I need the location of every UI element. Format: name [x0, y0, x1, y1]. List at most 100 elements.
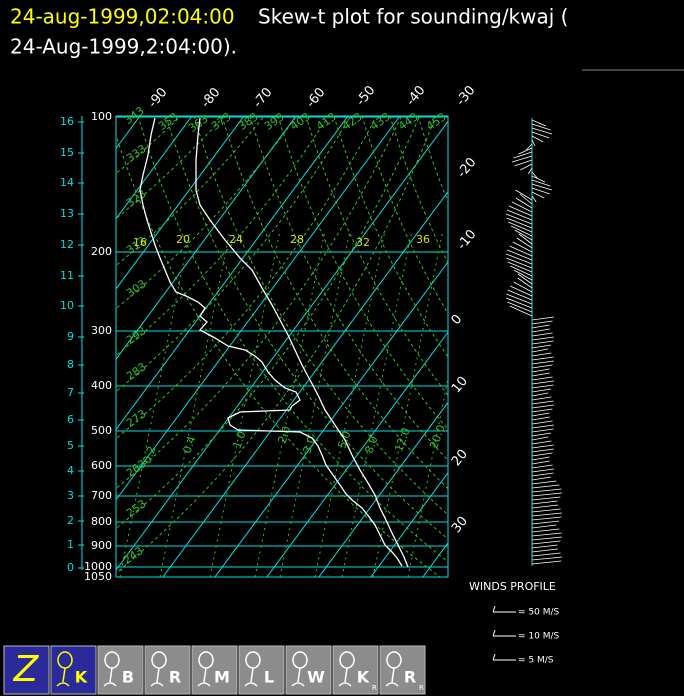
dry-adiabat: [116, 133, 441, 577]
wind-barb: [506, 209, 533, 221]
button-face: [285, 645, 332, 695]
wind-barb: [506, 217, 533, 229]
wind-barb: [531, 452, 553, 457]
button-label: R: [169, 668, 181, 687]
legend-barb: [492, 605, 516, 613]
wind-barb: [531, 380, 555, 385]
wind-barb: [531, 404, 554, 409]
wind-barb: [531, 131, 550, 139]
wind-barb: [510, 285, 533, 297]
wind-barb: [531, 368, 550, 373]
pressure-label: 800: [91, 515, 112, 528]
height-label: 1: [67, 538, 74, 551]
isotherm-label: -20: [454, 155, 479, 181]
isotherm-label: 20: [449, 447, 471, 469]
dry-adiabat: [417, 116, 448, 203]
wind-barb: [531, 480, 557, 485]
mixing-ratio-label: 8.0: [362, 434, 380, 455]
mixing-ratio-label: 16: [133, 236, 147, 249]
wind-barb: [531, 388, 552, 393]
wind-barb: [531, 183, 553, 191]
toolbar-button[interactable]: M: [191, 645, 238, 695]
plot-title-line2: 24-Aug-1999,2:04:00).: [10, 35, 237, 59]
button-label: B: [122, 668, 134, 687]
dry-adiabat: [277, 116, 448, 430]
toolbar-button[interactable]: B: [97, 645, 144, 695]
isotherm-label: -10: [454, 227, 479, 253]
wind-barb: [531, 135, 544, 143]
wind-barb: [531, 528, 560, 533]
wind-barb: [531, 540, 561, 545]
winds-legend-title: WINDS PROFILE: [469, 580, 556, 593]
winds-legend: = 50 M/S = 10 M/S = 5 M/S: [492, 605, 560, 666]
dry-adiabat: [221, 116, 448, 490]
toolbar-button[interactable]: L: [238, 645, 285, 695]
dry-adiabat: [116, 116, 351, 393]
legend-item: = 50 M/S: [518, 608, 560, 618]
balloon-string: [291, 667, 305, 687]
mixing-ratio-line: [341, 229, 413, 577]
legend-item: = 10 M/S: [518, 632, 560, 642]
wind-barb: [531, 552, 561, 557]
isotherm: [0, 116, 36, 577]
wind-barb: [531, 532, 562, 537]
mixing-ratio-line: [254, 229, 326, 577]
wind-barb: [506, 257, 533, 269]
wind-barb: [531, 524, 557, 529]
toolbar-button[interactable]: R: [144, 645, 191, 695]
theta-label: 303: [124, 277, 149, 300]
pressure-label: 600: [91, 459, 112, 472]
wind-barb: [531, 508, 561, 513]
wind-barb: [531, 171, 538, 179]
toolbar-button[interactable]: Z: [3, 645, 50, 695]
toolbar-button[interactable]: K: [50, 645, 97, 695]
isotherm: [0, 116, 88, 577]
wind-barb: [531, 476, 552, 481]
toolbar-button[interactable]: KR: [332, 645, 379, 695]
theta-label: 443: [396, 110, 421, 133]
wind-barb: [531, 456, 550, 461]
theta-label: 333: [124, 142, 149, 165]
wind-barb: [531, 436, 549, 441]
wind-barb: [507, 301, 533, 313]
wind-barb: [531, 448, 554, 453]
mixing-ratio-label: 3.0: [300, 434, 318, 455]
pressure-label: 200: [91, 245, 112, 258]
dry-adiabat: [361, 116, 448, 315]
wind-barb: [531, 516, 562, 521]
wind-barb: [531, 428, 554, 433]
legend-item: = 5 M/S: [518, 656, 554, 666]
toolbar-button[interactable]: W: [285, 645, 332, 695]
isotherm: [116, 116, 349, 431]
wind-barb: [510, 225, 533, 237]
isotherm: [116, 116, 245, 290]
button-subscript: R: [372, 684, 377, 692]
wind-barb: [515, 189, 533, 201]
wind-barb: [509, 245, 533, 257]
wind-barb: [531, 187, 550, 195]
wind-barb: [531, 316, 554, 321]
wind-barb: [531, 412, 550, 417]
theta-label: 373: [209, 110, 234, 133]
wind-barb: [531, 119, 547, 127]
height-label: 6: [67, 413, 74, 426]
wind-barb: [531, 496, 561, 501]
isotherm-label: 0: [449, 312, 466, 328]
wind-barb: [509, 305, 533, 317]
isotherm: [266, 331, 448, 577]
height-label: 3: [67, 489, 74, 502]
mixing-ratio-label: 20: [176, 233, 190, 246]
wind-barb: [531, 139, 536, 147]
button-face: [238, 645, 285, 695]
height-label: 12: [60, 238, 74, 251]
mixing-ratio-line: [159, 229, 231, 577]
mixing-ratio-label: 1.0: [230, 429, 248, 450]
isotherm: [116, 116, 297, 361]
toolbar-button[interactable]: RR: [379, 645, 426, 695]
mixing-ratio-line: [279, 229, 351, 577]
wind-barb: [531, 560, 562, 565]
wind-barb: [531, 372, 550, 377]
pressure-label: 700: [91, 489, 112, 502]
wind-barb: [516, 237, 533, 249]
height-label: 5: [67, 439, 74, 452]
